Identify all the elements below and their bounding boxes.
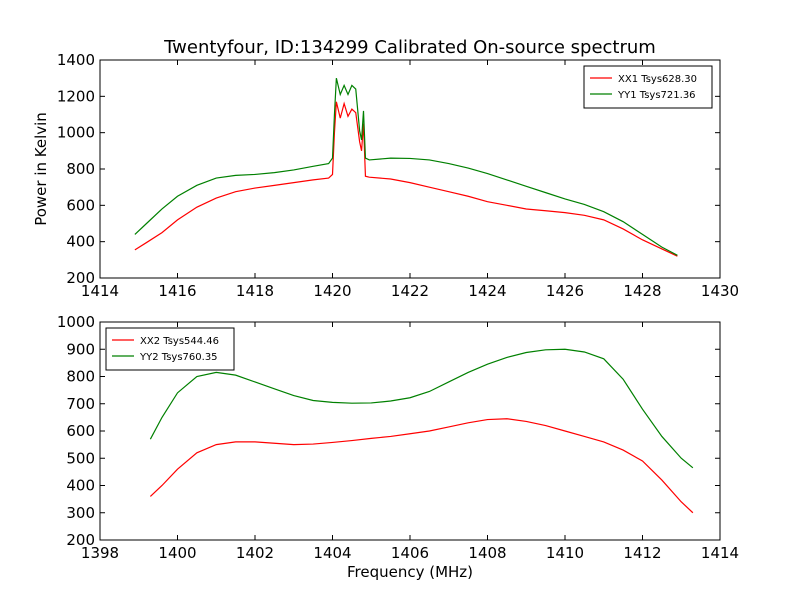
y-tick-label: 800	[66, 160, 95, 178]
plot-frame	[99, 321, 721, 541]
x-tick-label: 1428	[623, 282, 661, 300]
spectrum-plot-1: 1414 1416 1418 1420 1422 1424 1426 1428 1430 200 4…	[57, 51, 739, 300]
x-tick-label: 1398	[81, 544, 119, 562]
y-tick-label: 1000	[57, 313, 95, 331]
x-tick-label: 1424	[468, 282, 506, 300]
y-tick-label: 600	[66, 422, 95, 440]
y-tick-label: 600	[66, 196, 95, 214]
y-tick-label: 900	[66, 340, 95, 358]
y-tick-label: 200	[66, 531, 95, 549]
plot-frame	[99, 59, 721, 279]
legend: XX1 Tsys628.30 YY1 Tsys721.36	[583, 65, 713, 109]
legend-label: XX2 Tsys544.46	[140, 336, 219, 347]
y-tick-label: 400	[66, 233, 95, 251]
x-tick-label: 1410	[546, 544, 584, 562]
x-tick-label: 1416	[158, 282, 196, 300]
x-tick-label: 1406	[391, 544, 429, 562]
y-tick-label: 400	[66, 477, 95, 495]
legend-box	[105, 327, 235, 371]
legend-label: YY1 Tsys721.36	[617, 90, 696, 101]
x-tick-label: 1404	[313, 544, 351, 562]
x-tick-label: 1414	[701, 544, 739, 562]
x-tick-label: 1422	[391, 282, 429, 300]
x-tick-label: 1408	[468, 544, 506, 562]
y-tick-label: 1200	[57, 87, 95, 105]
series-line-2	[134, 78, 678, 256]
y-tick-label: 1400	[57, 51, 95, 69]
y-tick-label: 500	[66, 449, 95, 467]
spectrum-plot-2: 1398 1400 1402 1404 1406 1408 1410 1412 1414 200 3…	[57, 313, 739, 562]
legend: XX2 Tsys544.46 YY2 Tsys760.35	[105, 327, 235, 371]
y-tick-label: 300	[66, 504, 95, 522]
x-axis-label: Frequency (MHz)	[347, 563, 473, 581]
y-tick-label: 700	[66, 395, 95, 413]
x-tick-label: 1414	[81, 282, 119, 300]
y-axis-label: Power in Kelvin	[32, 112, 50, 226]
legend-label: XX1 Tsys628.30	[618, 74, 697, 85]
legend-box	[583, 65, 713, 109]
y-tick-label: 200	[66, 269, 95, 287]
series-line-1	[134, 101, 678, 257]
series-line-1	[149, 418, 694, 514]
x-tick-label: 1420	[313, 282, 351, 300]
chart-title: Twentyfour, ID:134299 Calibrated On-sour…	[163, 37, 656, 58]
x-tick-label: 1430	[701, 282, 739, 300]
x-tick-label: 1418	[236, 282, 274, 300]
series-line-2	[149, 348, 694, 469]
y-tick-label: 800	[66, 368, 95, 386]
x-tick-label: 1412	[623, 544, 661, 562]
y-tick-label: 1000	[57, 124, 95, 142]
legend-label: YY2 Tsys760.35	[139, 352, 218, 363]
x-tick-label: 1400	[158, 544, 196, 562]
x-tick-label: 1426	[546, 282, 584, 300]
x-tick-label: 1402	[236, 544, 274, 562]
